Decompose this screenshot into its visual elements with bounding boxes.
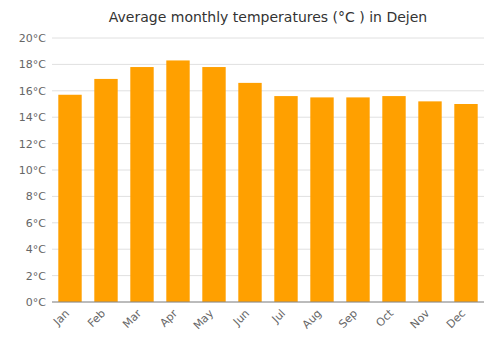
x-axis: Jan Feb Mar Apr May Jun Jul Aug Sep Oct Nov Dec bbox=[50, 302, 484, 332]
y-tick-label: 4°C bbox=[26, 243, 46, 256]
y-tick-label: 6°C bbox=[26, 217, 46, 230]
bar bbox=[274, 96, 297, 302]
grid-line bbox=[52, 64, 484, 65]
x-tick-label: Mar bbox=[120, 307, 144, 331]
bar bbox=[382, 96, 405, 302]
bar bbox=[310, 97, 333, 302]
x-tick-label: Dec bbox=[444, 307, 468, 331]
title: Average monthly temperatures (°C ) in De… bbox=[109, 9, 427, 25]
y-tick-label: 0°C bbox=[26, 296, 46, 309]
x-tick-label: Apr bbox=[157, 307, 180, 330]
grid-line bbox=[52, 38, 484, 39]
x-tick-label: Nov bbox=[408, 307, 433, 332]
bar bbox=[130, 67, 153, 302]
y-tick-label: 16°C bbox=[19, 85, 46, 98]
y-tick-label: 20°C bbox=[19, 32, 46, 45]
x-tick-label: Feb bbox=[85, 307, 108, 330]
y-tick-label: 14°C bbox=[19, 111, 46, 124]
grid bbox=[52, 38, 484, 302]
y-axis: 0°C 2°C 4°C 6°C 8°C 10°C 12°C 14°C 16°C 18°C 20°C bbox=[19, 32, 46, 309]
y-tick-label: 8°C bbox=[26, 190, 46, 203]
bar bbox=[454, 104, 477, 302]
bar bbox=[166, 60, 189, 302]
x-tick-label: Jul bbox=[269, 307, 288, 326]
y-tick-label: 18°C bbox=[19, 58, 46, 71]
y-tick-label: 12°C bbox=[19, 138, 46, 151]
bar bbox=[202, 67, 225, 302]
x-tick-label: May bbox=[191, 307, 217, 333]
x-axis-line bbox=[52, 302, 484, 303]
y-tick-label: 10°C bbox=[19, 164, 46, 177]
bar bbox=[418, 101, 441, 302]
x-tick-label: Sep bbox=[336, 307, 360, 331]
x-tick-label: Aug bbox=[300, 307, 324, 331]
bar bbox=[58, 95, 81, 302]
chart-container: Average monthly temperatures (°C ) in De… bbox=[0, 0, 500, 350]
bars bbox=[58, 60, 477, 302]
x-tick-label: Jan bbox=[50, 307, 72, 329]
bar bbox=[94, 79, 117, 302]
bar bbox=[238, 83, 261, 302]
chart: Average monthly temperatures (°C ) in De… bbox=[0, 0, 500, 350]
bar bbox=[346, 97, 369, 302]
y-tick-label: 2°C bbox=[26, 270, 46, 283]
grid-line bbox=[52, 302, 484, 303]
x-tick-label: Jun bbox=[230, 307, 252, 329]
x-tick-label: Oct bbox=[373, 306, 396, 329]
